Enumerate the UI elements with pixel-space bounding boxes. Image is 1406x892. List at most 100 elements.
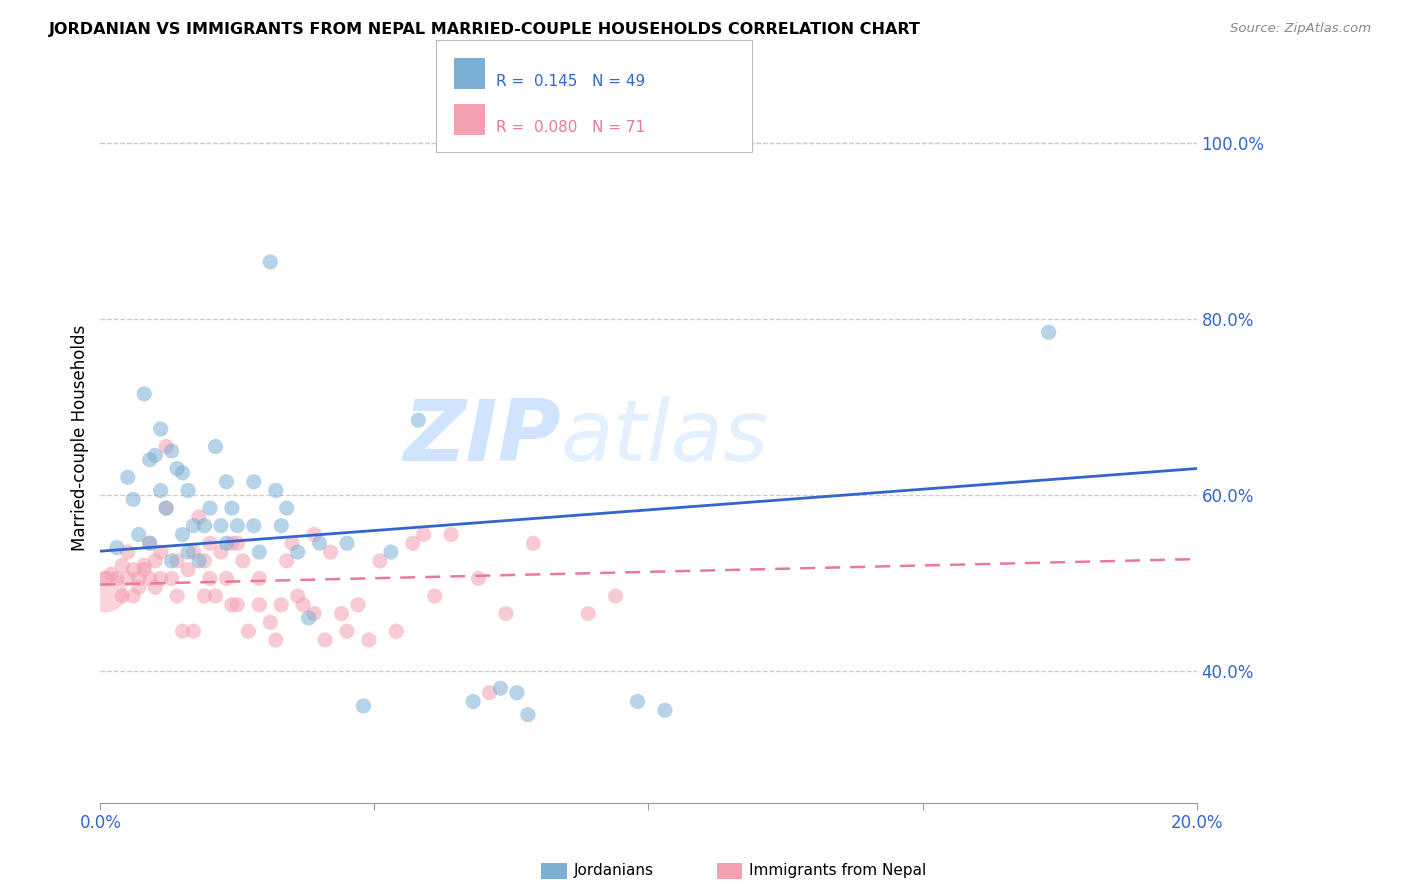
Point (149, 571, 172, 585)
Point (215, 536, 238, 550)
Point (215, 475, 238, 489)
Point (221, 501, 243, 516)
Point (247, 571, 270, 585)
Point (177, 545, 200, 559)
Point (172, 624, 194, 639)
Point (193, 554, 215, 568)
Point (128, 571, 150, 585)
Point (287, 545, 309, 559)
Point (243, 475, 266, 489)
Point (226, 536, 249, 550)
Point (188, 509, 211, 524)
Point (149, 545, 172, 559)
Point (576, 607, 599, 621)
Point (308, 536, 330, 550)
Point (298, 611, 321, 625)
Point (243, 518, 266, 533)
Point (160, 554, 183, 568)
Text: Jordanians: Jordanians (574, 863, 654, 878)
Point (352, 698, 374, 713)
Point (287, 589, 309, 603)
Point (94, 584, 117, 599)
Point (516, 707, 538, 722)
Point (412, 527, 434, 541)
Point (264, 483, 287, 498)
Text: JORDANIAN VS IMMIGRANTS FROM NEPAL MARRIED-COUPLE HOUSEHOLDS CORRELATION CHART: JORDANIAN VS IMMIGRANTS FROM NEPAL MARRI… (49, 22, 921, 37)
Point (319, 545, 342, 559)
Point (105, 571, 128, 585)
Point (111, 589, 134, 603)
Point (380, 545, 402, 559)
Point (183, 545, 205, 559)
Point (423, 589, 446, 603)
Text: R =  0.080   N = 71: R = 0.080 N = 71 (496, 120, 645, 136)
Text: R =  0.145   N = 49: R = 0.145 N = 49 (496, 74, 645, 89)
Point (270, 598, 292, 612)
Point (204, 440, 226, 454)
Point (193, 518, 215, 533)
Point (238, 624, 260, 639)
Point (522, 536, 544, 550)
Point (117, 571, 139, 585)
Point (314, 632, 336, 647)
Point (259, 255, 281, 269)
Point (172, 527, 194, 541)
Point (177, 563, 200, 577)
Point (172, 466, 194, 480)
Point (506, 686, 529, 700)
Point (166, 589, 188, 603)
Point (247, 598, 270, 612)
Point (281, 536, 304, 550)
Point (155, 501, 177, 516)
Text: Immigrants from Nepal: Immigrants from Nepal (749, 863, 927, 878)
Point (406, 413, 429, 427)
Point (155, 440, 177, 454)
Point (198, 571, 221, 585)
Text: ZIP: ZIP (404, 396, 561, 479)
Point (183, 518, 205, 533)
Point (276, 501, 298, 516)
Point (336, 624, 359, 639)
Point (357, 632, 380, 647)
Point (440, 527, 463, 541)
Point (626, 694, 648, 708)
Point (198, 536, 221, 550)
Point (111, 558, 134, 573)
Point (94, 571, 117, 585)
Point (605, 589, 627, 603)
Point (1038, 326, 1060, 340)
Point (330, 607, 353, 621)
Point (270, 518, 292, 533)
Point (402, 536, 425, 550)
Point (166, 461, 188, 475)
Point (276, 554, 298, 568)
Point (368, 554, 391, 568)
Point (134, 558, 156, 573)
Point (247, 545, 270, 559)
Point (226, 518, 249, 533)
Point (654, 703, 676, 717)
Point (138, 536, 160, 550)
Point (461, 694, 484, 708)
Point (198, 501, 221, 516)
Point (292, 598, 315, 612)
Point (155, 501, 177, 516)
Point (489, 681, 512, 696)
Point (259, 615, 281, 630)
Point (188, 554, 211, 568)
Point (302, 607, 325, 621)
Point (193, 589, 215, 603)
Point (177, 483, 200, 498)
Point (232, 554, 254, 568)
Point (122, 589, 145, 603)
Text: atlas: atlas (561, 396, 769, 479)
Point (215, 571, 238, 585)
Point (160, 444, 183, 458)
Point (134, 387, 156, 401)
Text: Source: ZipAtlas.com: Source: ZipAtlas.com (1230, 22, 1371, 36)
Point (122, 492, 145, 507)
Point (128, 580, 150, 594)
Point (264, 632, 287, 647)
Point (100, 567, 122, 582)
Point (143, 580, 166, 594)
